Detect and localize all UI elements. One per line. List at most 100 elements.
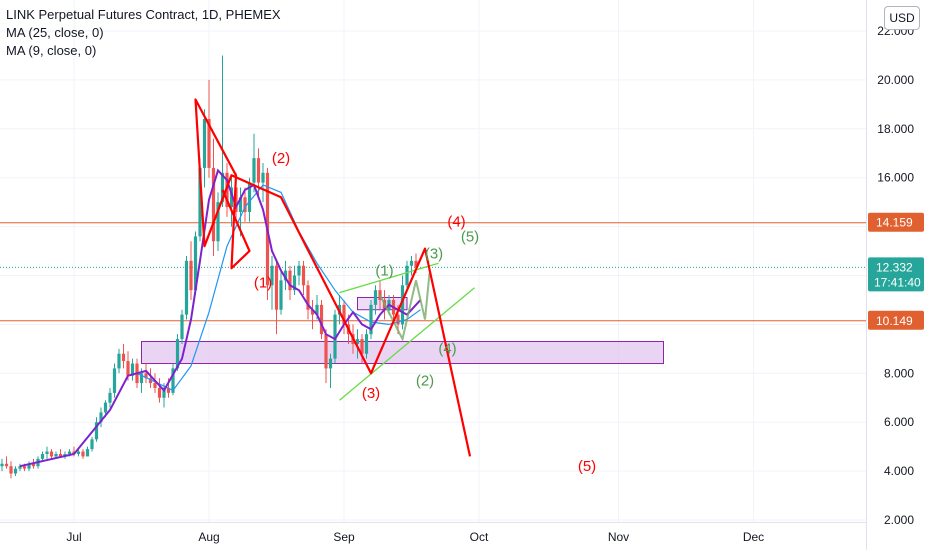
candle-body <box>198 167 202 237</box>
candle-body <box>396 314 400 325</box>
ma25-line <box>136 184 421 392</box>
ma9-legend[interactable]: MA (9, close, 0) <box>6 43 97 58</box>
price-levels <box>0 222 866 322</box>
candle-body <box>315 304 319 315</box>
candle-body <box>139 373 144 384</box>
candle-body <box>184 260 189 315</box>
moving-averages <box>19 168 422 468</box>
candle-body <box>234 187 238 212</box>
symbol-title[interactable]: LINK Perpetual Futures Contract, 1D, PHE… <box>6 7 281 22</box>
candle-body <box>0 463 4 467</box>
candle-body <box>364 334 369 354</box>
candle-body <box>99 412 103 423</box>
green-wave-label: (4) <box>438 341 456 358</box>
candle-body <box>301 265 306 286</box>
candle-body <box>261 172 265 183</box>
candle-body <box>238 197 243 212</box>
candle-body <box>355 339 360 344</box>
candle-body <box>58 453 63 457</box>
candle-body <box>54 453 58 457</box>
price-badge-label: 14.159 <box>876 216 913 230</box>
green-wave-label: (5) <box>461 228 479 245</box>
red-wave-label: (5) <box>578 458 596 475</box>
candle-body <box>324 334 328 369</box>
candle-body <box>256 158 261 183</box>
candle-body <box>144 373 148 379</box>
price-tick-label: 16.000 <box>877 171 914 185</box>
time-tick-label: Sep <box>333 530 355 544</box>
bar-countdown: 17:41:40 <box>874 275 921 289</box>
green-wave-label: (1) <box>375 263 393 280</box>
time-axis[interactable]: Jul Aug Sep Oct Nov Dec <box>0 522 866 550</box>
time-tick-label: Jul <box>66 530 81 544</box>
candle-body <box>211 167 216 242</box>
candle-body <box>400 285 405 325</box>
candle-body <box>90 439 94 450</box>
candle-body <box>171 368 175 393</box>
candle-body <box>414 260 418 268</box>
candle-body <box>319 304 324 335</box>
candle-body <box>243 197 247 212</box>
price-badge-label: 12.332 <box>876 260 913 274</box>
price-tick-label: 4.000 <box>884 464 914 478</box>
candle-body <box>126 361 130 376</box>
candle-body <box>175 339 180 369</box>
candle-body <box>157 387 162 398</box>
candle-body <box>378 290 382 300</box>
elliott-wave-annotations: (2)(1)(3)(4)(5)(1)(2)(3)(4)(5) <box>194 98 596 475</box>
currency-button[interactable]: USD <box>884 6 920 30</box>
candle-body <box>121 353 126 362</box>
green-channel-lower <box>339 287 475 401</box>
support-zone <box>141 341 664 365</box>
candle-body <box>76 451 81 454</box>
candle-body <box>405 265 409 286</box>
candle-body <box>130 363 135 376</box>
candle-body <box>13 468 18 474</box>
candle-body <box>148 378 153 384</box>
candle-body <box>31 463 36 467</box>
candle-body <box>67 451 72 454</box>
candle-body <box>252 158 256 183</box>
price-axis-border <box>866 0 867 550</box>
candle-body <box>49 451 54 457</box>
time-tick-label: Nov <box>608 530 629 544</box>
candle-body <box>180 314 184 340</box>
candle-body <box>117 353 121 369</box>
candle-body <box>162 387 166 398</box>
candle-body <box>153 383 157 388</box>
chart-legend: LINK Perpetual Futures Contract, 1D, PHE… <box>6 6 281 60</box>
candle-body <box>207 119 211 168</box>
candle-body <box>103 402 108 413</box>
candle-body <box>4 463 9 467</box>
red-wave-label: (4) <box>447 214 465 231</box>
candle-body <box>229 187 234 208</box>
price-badge <box>868 310 924 330</box>
price-tick-label: 8.000 <box>884 366 914 380</box>
candle-body <box>22 466 27 469</box>
candle-body <box>45 451 49 454</box>
candle-body <box>18 466 22 469</box>
candle-body <box>292 275 297 291</box>
red-wave-label: (1) <box>254 275 272 292</box>
candle-body <box>27 463 31 469</box>
red-wave-label: (3) <box>362 385 380 402</box>
ma25-legend[interactable]: MA (25, close, 0) <box>6 25 104 40</box>
price-tick-label: 20.000 <box>877 73 914 87</box>
candle-body <box>270 265 274 286</box>
green-channel-upper <box>339 262 439 294</box>
price-badge <box>868 257 924 292</box>
price-tick-label: 2.000 <box>884 513 914 527</box>
candle-body <box>112 368 117 393</box>
price-badge <box>868 212 924 232</box>
candlestick-series <box>0 55 418 479</box>
price-tick-label: 6.000 <box>884 415 914 429</box>
candle-body <box>333 314 337 359</box>
price-tick-label: 18.000 <box>877 122 914 136</box>
candle-body <box>9 466 13 474</box>
candle-body <box>274 265 279 310</box>
red-wave-path <box>194 98 472 457</box>
candle-body <box>166 387 171 393</box>
time-tick-label: Oct <box>470 530 489 544</box>
